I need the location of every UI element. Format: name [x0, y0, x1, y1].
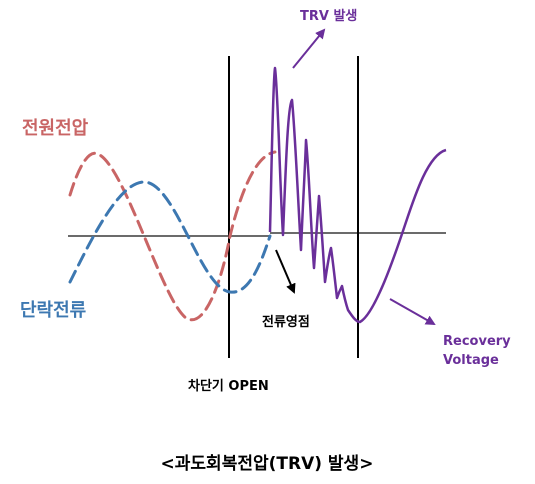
- diagram-caption: <과도회복전압(TRV) 발생>: [161, 453, 374, 474]
- recovery-voltage-arrow: [389, 298, 436, 325]
- current-zero-arrow: [275, 249, 296, 294]
- current-zero-label: 전류영점: [262, 314, 310, 330]
- trv-event-arrow: [292, 28, 326, 69]
- source-voltage-label: 전원전압: [22, 118, 89, 139]
- breaker-open-label: 차단기 OPEN: [188, 378, 269, 394]
- interrupt-current-wave: [68, 180, 272, 294]
- trv-waveform: [268, 66, 447, 324]
- recovery-voltage-label-line2: Voltage: [443, 353, 499, 368]
- recovery-voltage-label-line1: Recovery: [443, 334, 511, 349]
- interrupt-current-label: 단락전류: [20, 300, 86, 321]
- source-voltage-wave: [68, 150, 277, 322]
- trv-event-label: TRV 발생: [300, 8, 357, 24]
